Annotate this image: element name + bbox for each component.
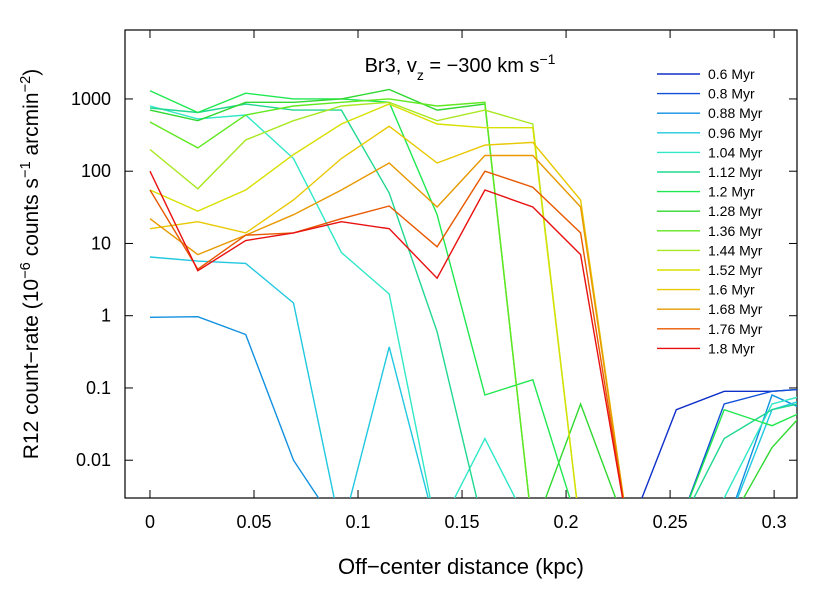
y-axis-label-part: −2 bbox=[18, 76, 34, 93]
y-axis-label-part: arcmin bbox=[20, 92, 43, 161]
legend-label: 0.8 Myr bbox=[708, 86, 755, 102]
x-tick-label: 0.05 bbox=[236, 512, 271, 532]
x-axis-label: Off−center distance (kpc) bbox=[338, 554, 584, 579]
series-line bbox=[149, 125, 625, 498]
plot-frame bbox=[124, 29, 798, 499]
series-line bbox=[149, 170, 624, 498]
y-axis-label-part: ) bbox=[20, 69, 43, 76]
series-line bbox=[149, 103, 797, 498]
legend-label: 0.96 Myr bbox=[708, 125, 763, 141]
y-axis-label: R12 count−rate (10−6 counts s−1 arcmin−2… bbox=[18, 69, 43, 460]
y-tick-label: 1000 bbox=[71, 89, 111, 109]
y-tick-label: 100 bbox=[81, 161, 111, 181]
series-line bbox=[149, 98, 530, 498]
y-axis-label-part: counts s bbox=[20, 178, 43, 262]
legend-label: 1.6 Myr bbox=[708, 282, 755, 298]
chart-title-part: −1 bbox=[539, 51, 555, 67]
legend-label: 1.36 Myr bbox=[708, 223, 763, 239]
chart-title-part: z bbox=[417, 67, 424, 83]
legend-label: 1.52 Myr bbox=[708, 262, 763, 278]
series-line bbox=[149, 315, 797, 498]
chart-title: Br3, vz = −300 km s−1 bbox=[365, 51, 556, 83]
series-line bbox=[149, 256, 797, 498]
y-axis-label-part: −6 bbox=[18, 262, 34, 279]
legend-label: 0.6 Myr bbox=[708, 66, 755, 82]
legend-label: 1.28 Myr bbox=[708, 203, 763, 219]
series-line bbox=[149, 101, 578, 498]
series-line bbox=[149, 170, 624, 498]
y-tick-label: 0.1 bbox=[86, 378, 111, 398]
legend-label: 1.8 Myr bbox=[708, 340, 755, 356]
series-line bbox=[641, 388, 797, 498]
x-tick-label: 0.1 bbox=[345, 512, 370, 532]
x-tick-label: 0.15 bbox=[445, 512, 480, 532]
plot-lines bbox=[149, 88, 797, 498]
y-tick-label: 10 bbox=[91, 233, 111, 253]
series-line bbox=[149, 103, 578, 498]
series-line bbox=[149, 154, 625, 498]
legend-label: 1.68 Myr bbox=[708, 301, 763, 317]
legend-label: 1.2 Myr bbox=[708, 184, 755, 200]
series-line bbox=[688, 388, 797, 498]
x-tick-label: 0.2 bbox=[554, 512, 579, 532]
series-line bbox=[149, 105, 797, 498]
y-tick-label: 0.01 bbox=[76, 450, 111, 470]
x-tick-label: 0.25 bbox=[653, 512, 688, 532]
legend-label: 1.12 Myr bbox=[708, 164, 763, 180]
legend-label: 1.76 Myr bbox=[708, 321, 763, 337]
chart-title-part: = −300 km s bbox=[424, 55, 540, 77]
legend-label: 1.04 Myr bbox=[708, 144, 763, 160]
y-axis-label-part: R12 count−rate (10 bbox=[20, 279, 43, 459]
y-axis-label-part: −1 bbox=[18, 161, 34, 178]
x-tick-label: 0.3 bbox=[762, 512, 787, 532]
legend-label: 0.88 Myr bbox=[708, 105, 763, 121]
legend-label: 1.44 Myr bbox=[708, 242, 763, 258]
x-tick-label: 0 bbox=[145, 512, 155, 532]
chart-title-part: Br3, v bbox=[365, 55, 417, 77]
series-line bbox=[149, 90, 797, 498]
y-tick-label: 1 bbox=[101, 306, 111, 326]
